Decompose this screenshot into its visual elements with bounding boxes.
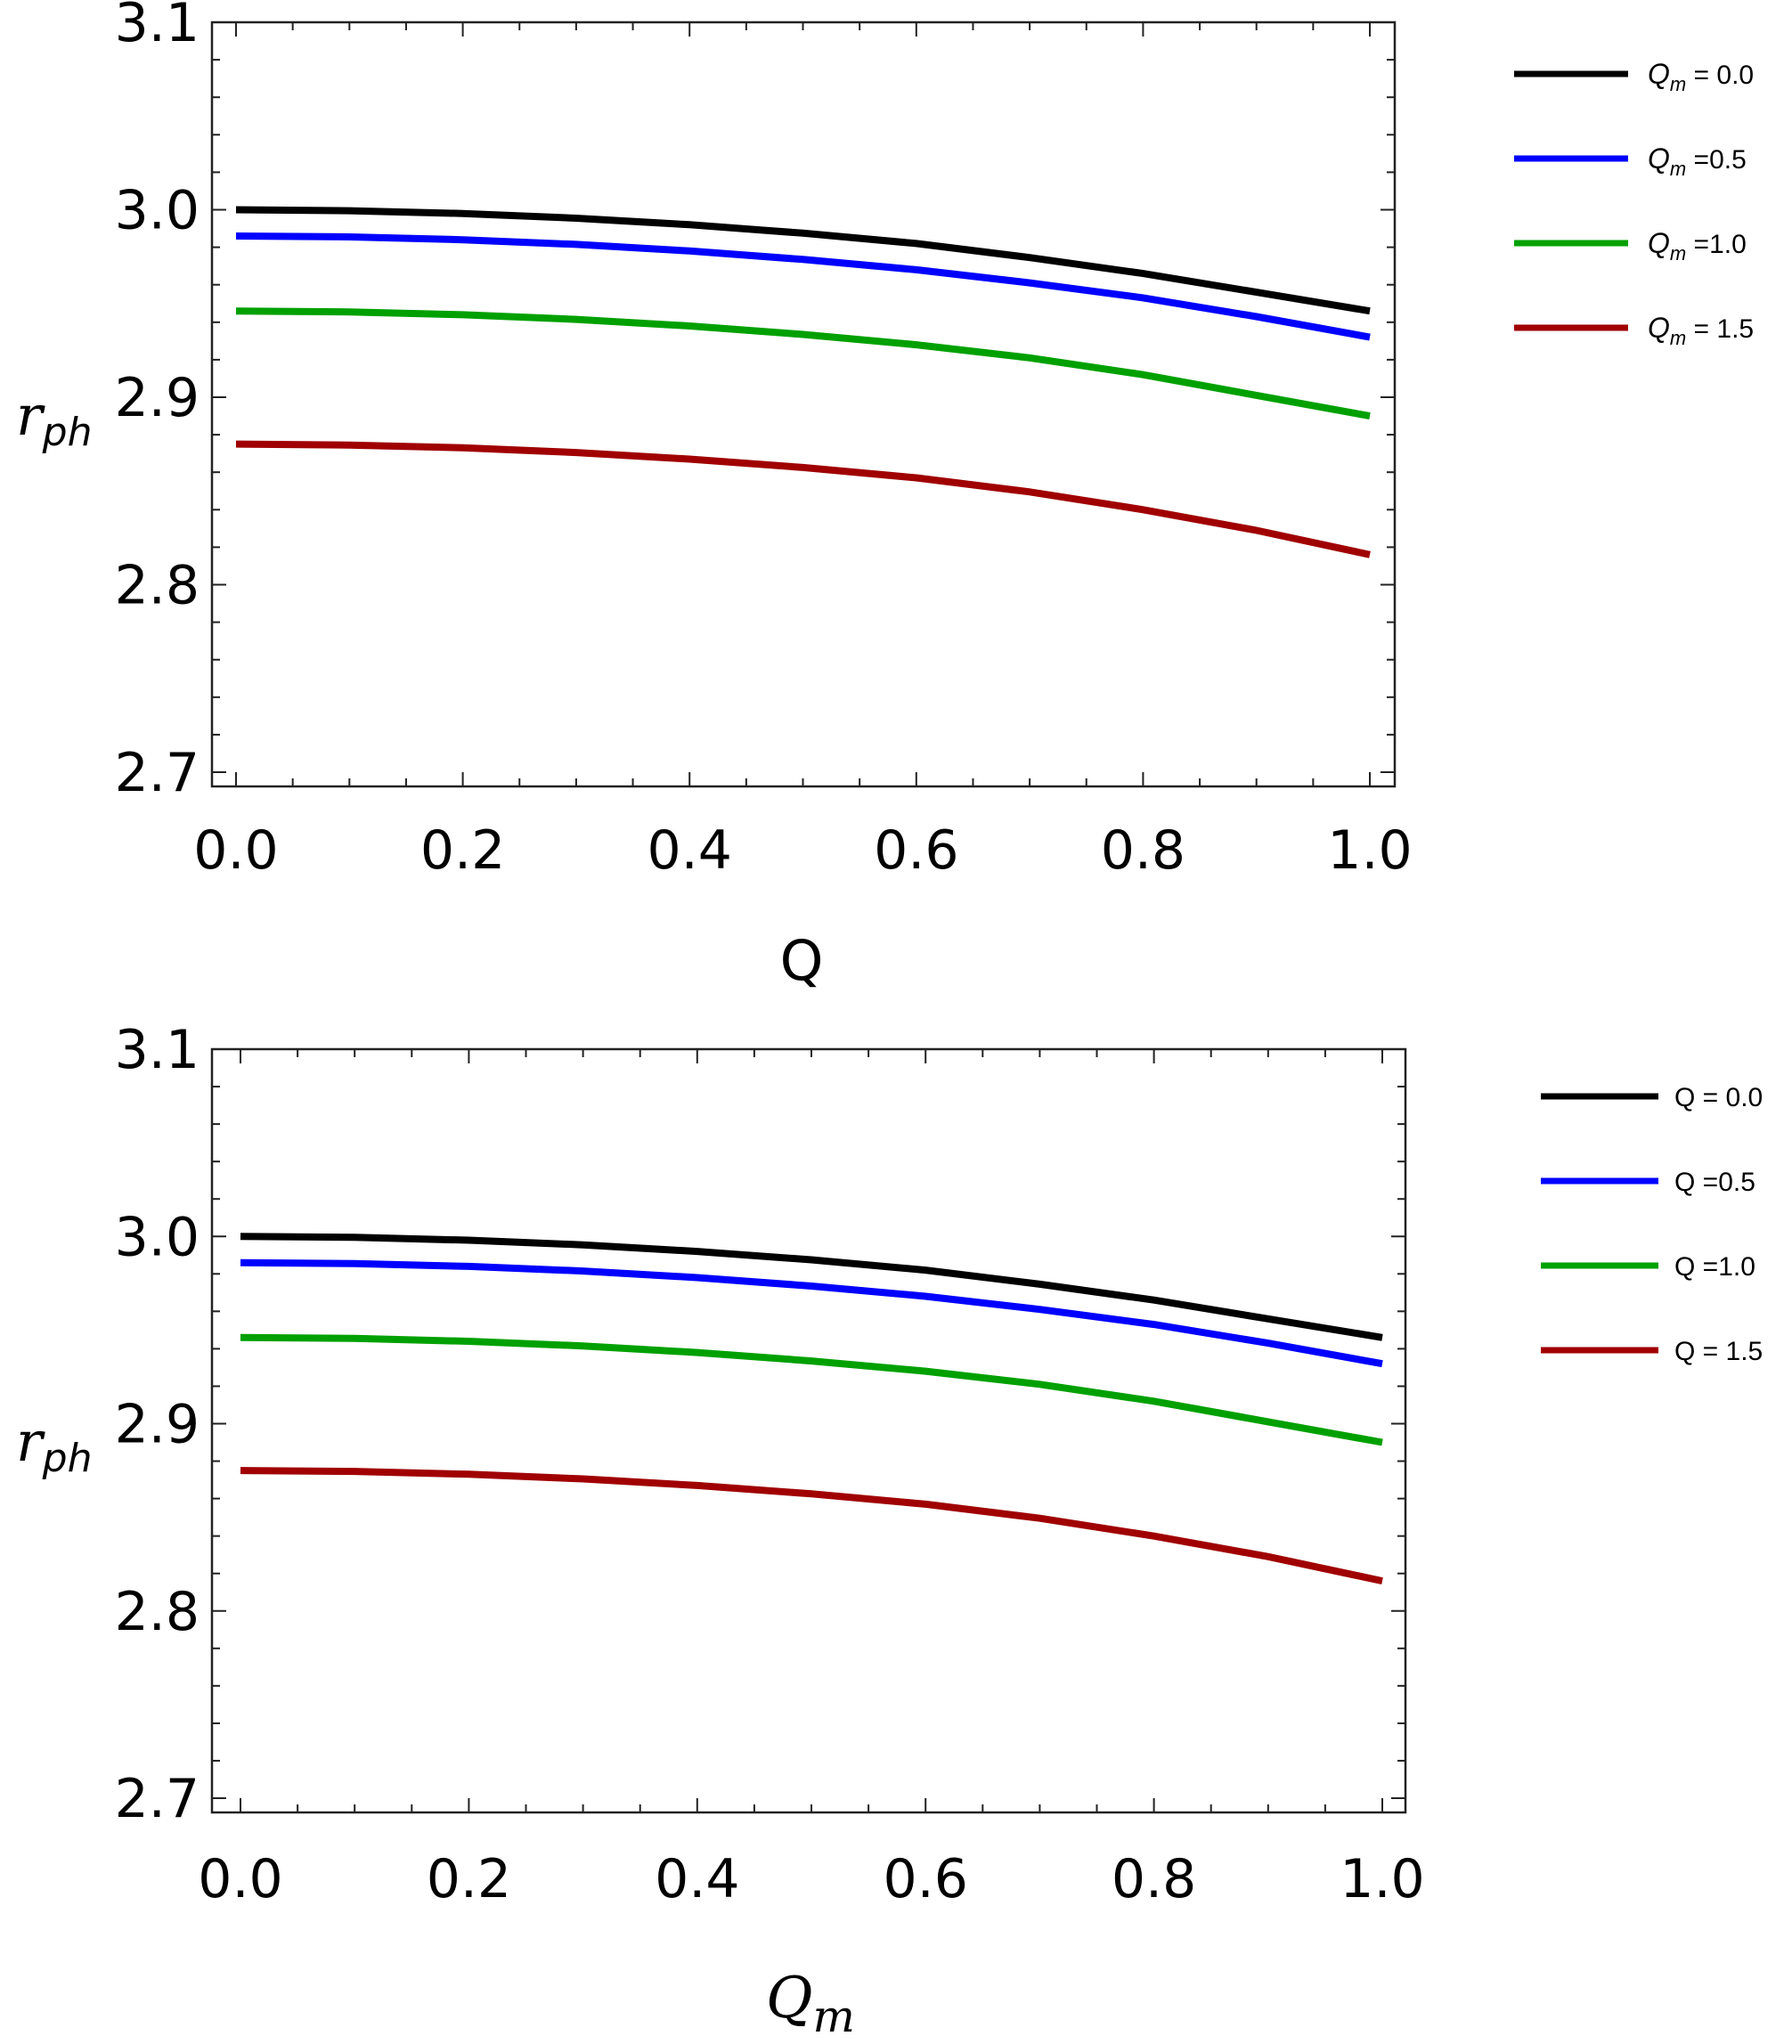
y-axis-label-main: r bbox=[16, 1409, 45, 1474]
y-tick-label: 2.9 bbox=[115, 367, 200, 429]
x-tick-label: 0.8 bbox=[1112, 1848, 1196, 1910]
series-line-0 bbox=[235, 206, 1371, 315]
legend-value: = 1.5 bbox=[1695, 1337, 1763, 1366]
legend-value: =0.5 bbox=[1686, 145, 1747, 175]
x-axis-label: Qm bbox=[766, 1966, 855, 2042]
y-axis-label: rph bbox=[16, 1409, 92, 1481]
x-tick-label: 0.4 bbox=[647, 819, 731, 882]
legend-symbol-subscript: m bbox=[1670, 242, 1686, 265]
x-tick-label: 0.4 bbox=[655, 1848, 739, 1910]
legend-symbol: Q bbox=[1648, 227, 1670, 259]
legend-symbol: Q bbox=[1648, 58, 1670, 90]
x-tick-label: 0.8 bbox=[1101, 819, 1185, 882]
y-axis-label-subscript: ph bbox=[42, 410, 93, 455]
legend-label-2: Q =1.0 bbox=[1674, 1252, 1755, 1282]
series-line-2 bbox=[240, 1333, 1383, 1446]
y-tick-label: 3.1 bbox=[115, 0, 200, 54]
legend-label-2: Qm =1.0 bbox=[1648, 227, 1747, 265]
y-tick-label: 3.0 bbox=[115, 1206, 200, 1268]
y-axis-label: rph bbox=[16, 383, 92, 455]
legend-label-1: Q =0.5 bbox=[1674, 1168, 1755, 1197]
x-tick-label: 1.0 bbox=[1327, 819, 1412, 882]
legend-value: =0.5 bbox=[1695, 1168, 1755, 1197]
y-tick-label: 2.8 bbox=[115, 1581, 200, 1643]
y-tick-label: 2.9 bbox=[115, 1394, 200, 1456]
y-tick-label: 3.0 bbox=[115, 180, 200, 242]
legend-symbol: Q bbox=[1648, 312, 1670, 344]
legend-symbol: Q bbox=[1674, 1252, 1695, 1282]
x-tick-label: 0.6 bbox=[874, 819, 958, 882]
y-axis-label-main: r bbox=[16, 383, 45, 448]
legend-label-3: Q = 1.5 bbox=[1674, 1337, 1763, 1366]
x-tick-label: 0.0 bbox=[193, 819, 278, 882]
series-line-0 bbox=[240, 1233, 1383, 1341]
legend-value: =1.0 bbox=[1695, 1252, 1755, 1282]
x-tick-label: 0.2 bbox=[427, 1848, 511, 1910]
y-tick-label: 2.8 bbox=[115, 555, 200, 617]
legend-label-3: Qm = 1.5 bbox=[1648, 312, 1754, 349]
x-tick-label: 0.0 bbox=[198, 1848, 282, 1910]
series-line-2 bbox=[235, 307, 1371, 420]
legend-label-0: Qm = 0.0 bbox=[1648, 58, 1754, 95]
y-tick-label: 3.1 bbox=[115, 1019, 200, 1081]
y-tick-label: 2.7 bbox=[115, 742, 200, 804]
legend-value: = 1.5 bbox=[1686, 314, 1754, 344]
bottom-chart: 0.0 0.2 0.4 0.6 0.8 1.0 2.7 2.8 2.9 3.0 3.1 Qm rph Q … bbox=[16, 1019, 1763, 2042]
legend-symbol: Q bbox=[1648, 143, 1670, 175]
y-tick-label: 2.7 bbox=[115, 1768, 200, 1830]
plot-frame bbox=[210, 20, 1397, 788]
legend-symbol: Q bbox=[1674, 1083, 1695, 1112]
legend-label-0: Q = 0.0 bbox=[1674, 1083, 1763, 1112]
legend-symbol-subscript: m bbox=[1670, 158, 1686, 180]
legend-label-1: Qm =0.5 bbox=[1648, 143, 1747, 180]
series-line-3 bbox=[240, 1467, 1383, 1585]
plot-frame bbox=[210, 1047, 1407, 1814]
x-axis-label-subscript: m bbox=[813, 1991, 855, 2042]
legend-value: = 0.0 bbox=[1686, 61, 1754, 90]
x-tick-label: 0.6 bbox=[883, 1848, 967, 1910]
series-line-1 bbox=[240, 1258, 1383, 1368]
y-axis-label-subscript: ph bbox=[42, 1436, 93, 1481]
series-line-3 bbox=[235, 440, 1371, 558]
legend-value: =1.0 bbox=[1686, 230, 1747, 259]
legend-value: = 0.0 bbox=[1695, 1083, 1763, 1112]
x-axis-label: Q bbox=[780, 928, 824, 993]
legend-symbol: Q bbox=[1674, 1337, 1695, 1366]
x-tick-label: 0.2 bbox=[420, 819, 505, 882]
x-axis-label-main: Q bbox=[766, 1966, 812, 2032]
legend-symbol-subscript: m bbox=[1670, 73, 1686, 95]
x-tick-label: 1.0 bbox=[1340, 1848, 1424, 1910]
x-axis-label-main: Q bbox=[780, 928, 824, 993]
legend-symbol-subscript: m bbox=[1670, 327, 1686, 349]
legend-symbol: Q bbox=[1674, 1168, 1695, 1197]
series-line-1 bbox=[235, 232, 1371, 341]
